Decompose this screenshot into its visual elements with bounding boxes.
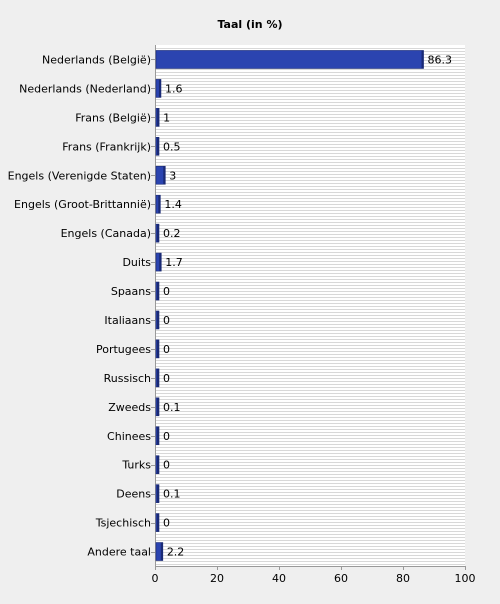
- value-label: 2.2: [167, 546, 185, 559]
- value-label: 0: [163, 285, 170, 298]
- bar-edge: [157, 484, 159, 503]
- category-label: Zweeds: [108, 401, 151, 414]
- category-label: Chinees: [107, 430, 151, 443]
- category-label: Nederlands (België): [42, 53, 151, 66]
- category-label: Spaans: [111, 285, 151, 298]
- category-label: Portugees: [96, 343, 151, 356]
- category-label: Engels (Canada): [61, 227, 151, 240]
- bar-edge: [157, 310, 159, 329]
- bar-edge: [157, 137, 159, 156]
- x-tick-label: 100: [455, 572, 476, 585]
- bar-edge: [157, 339, 159, 358]
- x-tick-label: 40: [272, 572, 286, 585]
- category-label: Russisch: [104, 372, 151, 385]
- bar-edge: [158, 195, 161, 214]
- value-label: 1.6: [165, 82, 183, 95]
- value-label: 1.4: [164, 198, 182, 211]
- value-label: 0: [163, 459, 170, 472]
- category-label: Italiaans: [104, 314, 151, 327]
- bar-edge: [157, 397, 159, 416]
- category-label: Frans (Frankrijk): [62, 140, 151, 153]
- bar-edge: [157, 224, 159, 243]
- bar-edge: [157, 368, 159, 387]
- bar-edge: [421, 50, 424, 69]
- x-tick-label: 0: [152, 572, 159, 585]
- value-label: 0: [163, 314, 170, 327]
- bar-edge: [157, 455, 159, 474]
- chart-title: Taal (in %): [217, 18, 282, 31]
- bar-edge: [157, 282, 159, 301]
- category-label: Turks: [121, 459, 151, 472]
- category-label: Duits: [122, 256, 151, 269]
- value-label: 0: [163, 372, 170, 385]
- value-label: 0: [163, 430, 170, 443]
- bar-edge: [159, 253, 162, 272]
- category-label: Engels (Groot-Brittannië): [14, 198, 151, 211]
- category-label: Deens: [116, 488, 151, 501]
- category-label: Andere taal: [87, 546, 151, 559]
- bar-edge: [157, 513, 159, 532]
- value-label: 1.7: [165, 256, 183, 269]
- value-label: 0.1: [163, 488, 181, 501]
- bar-edge: [163, 166, 166, 185]
- value-label: 0.1: [163, 401, 181, 414]
- x-tick-label: 80: [396, 572, 410, 585]
- category-label: Tsjechisch: [95, 517, 151, 530]
- value-label: 1: [163, 111, 170, 124]
- bar-edge: [157, 108, 160, 127]
- value-label: 0.5: [163, 140, 181, 153]
- category-label: Frans (België): [75, 111, 151, 124]
- bar-edge: [158, 79, 161, 98]
- bar-edge: [157, 426, 159, 445]
- category-label: Engels (Verenigde Staten): [8, 169, 151, 182]
- value-label: 86.3: [428, 53, 453, 66]
- value-label: 0.2: [163, 227, 181, 240]
- value-label: 0: [163, 517, 170, 530]
- bar: [155, 50, 424, 69]
- category-label: Nederlands (Nederland): [19, 82, 151, 95]
- plot-background: [155, 45, 465, 566]
- x-tick-label: 20: [210, 572, 224, 585]
- x-tick-label: 60: [334, 572, 348, 585]
- value-label: 3: [169, 169, 176, 182]
- value-label: 0: [163, 343, 170, 356]
- bar-edge: [160, 542, 163, 561]
- grid-lines: [155, 48, 465, 565]
